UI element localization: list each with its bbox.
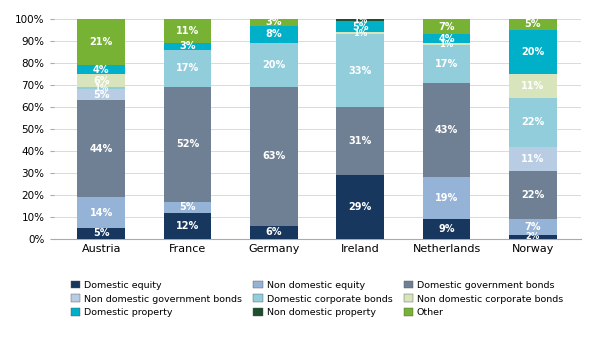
Text: 1%: 1%: [94, 84, 108, 93]
Text: 29%: 29%: [348, 202, 372, 212]
Text: 5%: 5%: [525, 19, 541, 30]
Legend: Domestic equity, Non domestic government bonds, Domestic property, Non domestic : Domestic equity, Non domestic government…: [69, 279, 565, 319]
Text: 6%: 6%: [93, 76, 109, 86]
Text: 11%: 11%: [521, 154, 545, 164]
Text: 5%: 5%: [352, 22, 368, 32]
Text: 11%: 11%: [521, 81, 545, 91]
Text: 9%: 9%: [438, 224, 455, 234]
Bar: [423, 83, 470, 177]
Bar: [423, 177, 470, 219]
Text: 4%: 4%: [93, 64, 109, 75]
Bar: [423, 34, 470, 43]
Text: 22%: 22%: [521, 190, 545, 200]
Bar: [250, 87, 297, 226]
Bar: [164, 212, 212, 239]
Bar: [423, 43, 470, 45]
Text: 2%: 2%: [526, 232, 540, 241]
Bar: [423, 219, 470, 239]
Bar: [77, 100, 125, 197]
Text: 14%: 14%: [89, 208, 113, 218]
Bar: [509, 171, 556, 219]
Bar: [336, 175, 384, 239]
Text: 52%: 52%: [176, 139, 199, 149]
Bar: [250, 226, 297, 239]
Text: 1%: 1%: [353, 29, 367, 38]
Text: 3%: 3%: [179, 42, 196, 51]
Bar: [250, 19, 297, 26]
Text: 17%: 17%: [435, 59, 458, 69]
Text: 7%: 7%: [438, 22, 455, 32]
Text: 7%: 7%: [525, 222, 541, 232]
Text: 8%: 8%: [266, 29, 282, 40]
Text: 33%: 33%: [348, 66, 372, 76]
Text: 1%: 1%: [353, 16, 367, 25]
Bar: [77, 89, 125, 100]
Text: 4%: 4%: [438, 34, 455, 44]
Bar: [164, 87, 212, 202]
Bar: [77, 87, 125, 89]
Bar: [77, 228, 125, 239]
Bar: [423, 45, 470, 83]
Text: 5%: 5%: [93, 90, 109, 100]
Text: 11%: 11%: [176, 26, 199, 36]
Text: 1%: 1%: [440, 40, 454, 49]
Bar: [509, 74, 556, 98]
Text: 44%: 44%: [89, 144, 113, 154]
Bar: [164, 50, 212, 87]
Bar: [509, 19, 556, 30]
Bar: [336, 21, 384, 32]
Text: 20%: 20%: [521, 47, 545, 57]
Bar: [77, 19, 125, 65]
Text: 20%: 20%: [262, 60, 286, 70]
Bar: [77, 65, 125, 74]
Bar: [509, 235, 556, 239]
Text: 5%: 5%: [179, 202, 196, 212]
Bar: [77, 197, 125, 228]
Text: 19%: 19%: [435, 193, 458, 203]
Bar: [336, 19, 384, 21]
Text: 6%: 6%: [266, 227, 282, 237]
Bar: [509, 147, 556, 171]
Text: 63%: 63%: [262, 151, 286, 161]
Text: 22%: 22%: [521, 117, 545, 128]
Text: 17%: 17%: [176, 63, 199, 74]
Text: 21%: 21%: [89, 37, 113, 47]
Bar: [509, 98, 556, 147]
Bar: [423, 19, 470, 34]
Text: 3%: 3%: [266, 17, 282, 27]
Bar: [250, 43, 297, 87]
Bar: [336, 34, 384, 107]
Bar: [509, 219, 556, 235]
Text: 43%: 43%: [435, 125, 458, 135]
Text: 5%: 5%: [93, 228, 109, 238]
Bar: [164, 19, 212, 43]
Bar: [336, 32, 384, 34]
Bar: [509, 30, 556, 74]
Bar: [164, 43, 212, 50]
Bar: [77, 74, 125, 87]
Text: 31%: 31%: [348, 136, 372, 146]
Bar: [250, 26, 297, 43]
Bar: [336, 107, 384, 175]
Bar: [164, 202, 212, 212]
Text: 12%: 12%: [176, 221, 199, 231]
